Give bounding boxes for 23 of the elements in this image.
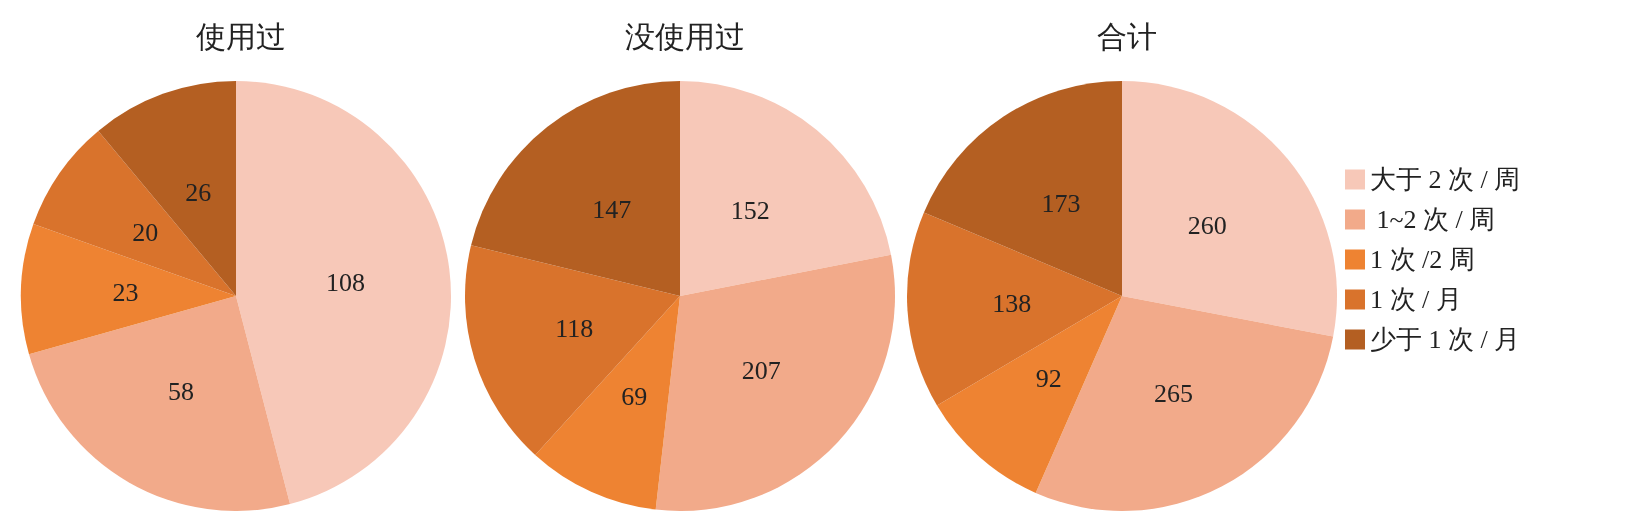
legend-label: 1~2 次 / 周: [1370, 205, 1496, 234]
legend-label: 少于 1 次 / 月: [1370, 325, 1521, 354]
legend-label: 大于 2 次 / 周: [1370, 165, 1521, 194]
data-label: 58: [167, 377, 194, 407]
data-label: 92: [1035, 364, 1062, 394]
data-label: 108: [326, 267, 366, 297]
data-label: 118: [555, 313, 594, 343]
data-label: 152: [730, 196, 770, 226]
chart-title: 使用过: [196, 19, 286, 53]
data-label: 207: [741, 356, 781, 386]
data-label: 20: [132, 218, 159, 248]
data-label: 173: [1041, 189, 1081, 219]
data-label: 69: [621, 382, 648, 412]
data-label: 147: [592, 194, 632, 224]
data-label: 265: [1153, 379, 1193, 409]
chart-title: 没使用过: [625, 19, 745, 53]
data-label: 23: [112, 277, 139, 307]
legend-label: 1 次 /2 周: [1370, 245, 1475, 274]
data-label: 260: [1187, 211, 1227, 241]
chart-title: 合计: [1097, 19, 1157, 53]
legend-label: 1 次 / 月: [1370, 285, 1462, 314]
data-label: 26: [185, 177, 212, 207]
data-label: 138: [992, 288, 1032, 318]
